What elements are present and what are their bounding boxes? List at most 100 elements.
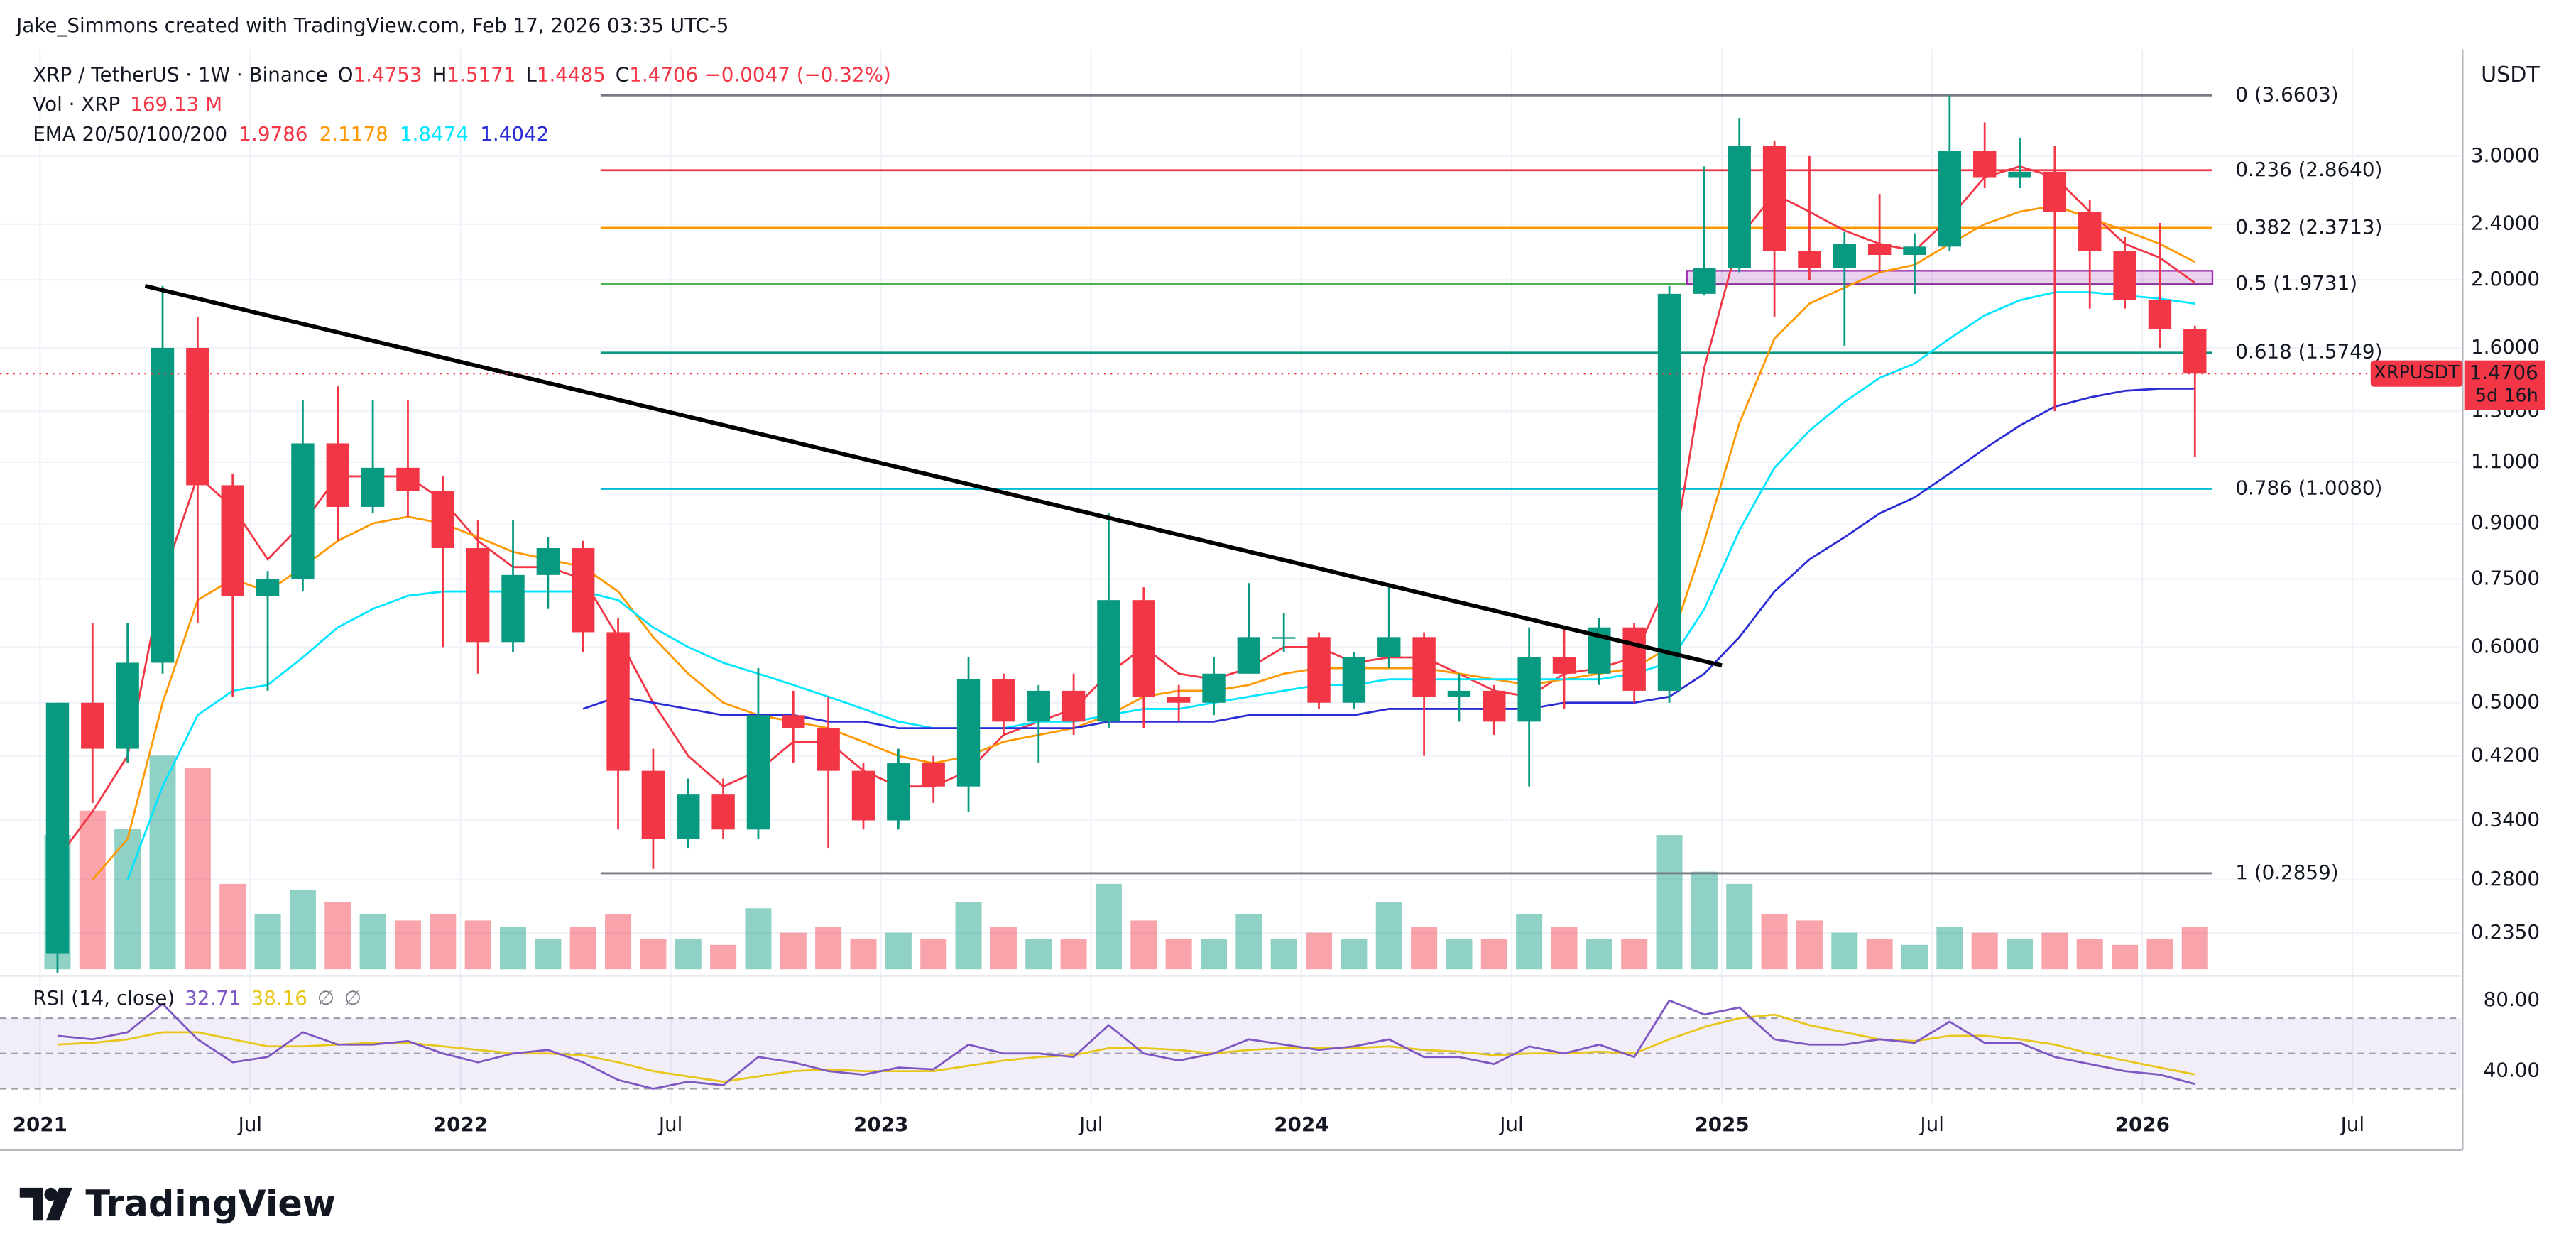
volume-bar <box>359 914 386 970</box>
legend-item: −0.0047 (−0.32%) <box>705 62 891 86</box>
legend: XRP / TetherUS · 1W · Binance O1.4753 H1.5… <box>33 62 891 1009</box>
legend-item: XRP / TetherUS · 1W · Binance <box>33 62 327 86</box>
candle-body <box>536 547 560 575</box>
candle-body <box>1167 697 1191 703</box>
y-tick-label: 3.0000 <box>2471 143 2540 167</box>
rsi-line <box>57 999 2195 1090</box>
legend-item: L <box>525 62 537 86</box>
candle-body <box>361 467 385 507</box>
legend-item: ∅ <box>344 986 361 1010</box>
legend-item: 1.8474 <box>400 122 469 146</box>
ema-line <box>126 291 2195 880</box>
volume-bar <box>2076 939 2103 970</box>
candle-body <box>186 347 209 486</box>
volume-bar <box>1516 914 1543 970</box>
legend-item: EMA 20/50/100/200 <box>33 122 227 146</box>
volume-bar <box>569 927 596 970</box>
volume-bar <box>1375 902 1402 970</box>
candle-body <box>1728 146 1751 268</box>
y-tick-label: 2.4000 <box>2471 212 2540 235</box>
x-tick-label: Jul <box>1498 1113 1523 1136</box>
volume-bar <box>1866 939 1893 970</box>
volume-bar <box>955 902 982 970</box>
candle-body <box>1342 657 1366 703</box>
volume-bar <box>850 939 877 970</box>
volume-bar <box>1586 939 1612 970</box>
logo-mark <box>45 1187 72 1221</box>
legend-item: 38.16 <box>251 986 307 1010</box>
volume-bar <box>1901 944 1928 970</box>
legend-item: 169.13 M <box>130 92 222 116</box>
volume-bar <box>1200 939 1228 970</box>
fib-label: 0 (3.6603) <box>2235 82 2338 106</box>
zone <box>1686 270 2214 285</box>
volume-bar <box>675 939 702 970</box>
volume-bar <box>1095 883 1122 970</box>
candle-body <box>2113 251 2136 300</box>
volume-bar <box>920 939 947 970</box>
volume-bar <box>1656 835 1683 970</box>
price-label: 1.4706 <box>2469 361 2538 384</box>
volume-bar <box>1480 939 1507 970</box>
volume-bar <box>1165 939 1192 970</box>
candle-body <box>572 547 595 633</box>
candle-body <box>2043 171 2067 212</box>
candle-body <box>1307 637 1331 703</box>
currency: USDT <box>2481 62 2540 87</box>
legend-item: 1.4753 <box>353 62 422 86</box>
fib-label: 0.786 (1.0080) <box>2235 476 2382 499</box>
volume-bar <box>289 890 316 970</box>
volume-bar <box>1831 932 1858 970</box>
volume-bar <box>2041 932 2068 970</box>
candle-body <box>1483 690 1506 722</box>
candle-body <box>1903 246 1926 256</box>
candle-body <box>221 485 244 596</box>
x-tick-label: Jul <box>1919 1113 1943 1136</box>
x-tick-label: 2023 <box>853 1113 908 1136</box>
candle-body <box>1657 293 1681 691</box>
candle-body <box>711 794 735 830</box>
attribution: Jake_Simmons created with TradingView.co… <box>15 13 728 37</box>
candle-body <box>2183 329 2207 374</box>
legend-item: 32.71 <box>185 986 241 1010</box>
price-box <box>2370 360 2463 387</box>
volume-bar <box>1130 920 1157 970</box>
symbol-label: XRPUSDT <box>2374 362 2460 383</box>
candle-body <box>1833 244 1856 268</box>
legend-row: XRP / TetherUS · 1W · Binance O1.4753 H1.5… <box>33 62 891 86</box>
candle-body <box>1132 600 1155 697</box>
volume-bar <box>535 939 562 970</box>
volume-bar <box>2146 939 2173 970</box>
legend-item: Vol · XRP <box>33 92 120 116</box>
candle-body <box>992 679 1015 722</box>
candle-body <box>291 443 315 579</box>
volume-bar <box>1411 927 1438 970</box>
volume-bar <box>1971 932 1998 970</box>
candle-body <box>956 679 981 787</box>
volume-bar <box>324 902 351 970</box>
ema-line <box>92 204 2195 880</box>
volume-bar <box>605 914 632 970</box>
candle-body <box>396 467 420 491</box>
y-tick-label: 0.2800 <box>2471 867 2540 890</box>
volume-bar <box>1341 939 1368 970</box>
volume-bar <box>1306 932 1333 970</box>
volume-bar <box>430 914 457 970</box>
candle-body <box>1272 637 1296 639</box>
rsi-layer <box>0 999 2462 1090</box>
rsi-tick-label: 40.00 <box>2484 1059 2540 1082</box>
candle-body <box>606 632 630 771</box>
volume-bar <box>254 914 281 970</box>
x-tick-label: Jul <box>1078 1113 1103 1136</box>
y-tick-label: 0.9000 <box>2471 510 2540 534</box>
y-tick-label: 0.2350 <box>2471 920 2540 944</box>
candle-body <box>2078 212 2102 251</box>
y-tick-label: 0.5000 <box>2471 690 2540 714</box>
volume-bar <box>815 927 842 970</box>
volume-bar <box>464 920 491 970</box>
volume-bar <box>780 932 807 970</box>
candle-body <box>887 763 910 821</box>
legend-item: 1.5171 <box>447 62 515 86</box>
y-tick-label: 0.7500 <box>2471 567 2540 590</box>
volume-bar <box>2112 944 2139 970</box>
